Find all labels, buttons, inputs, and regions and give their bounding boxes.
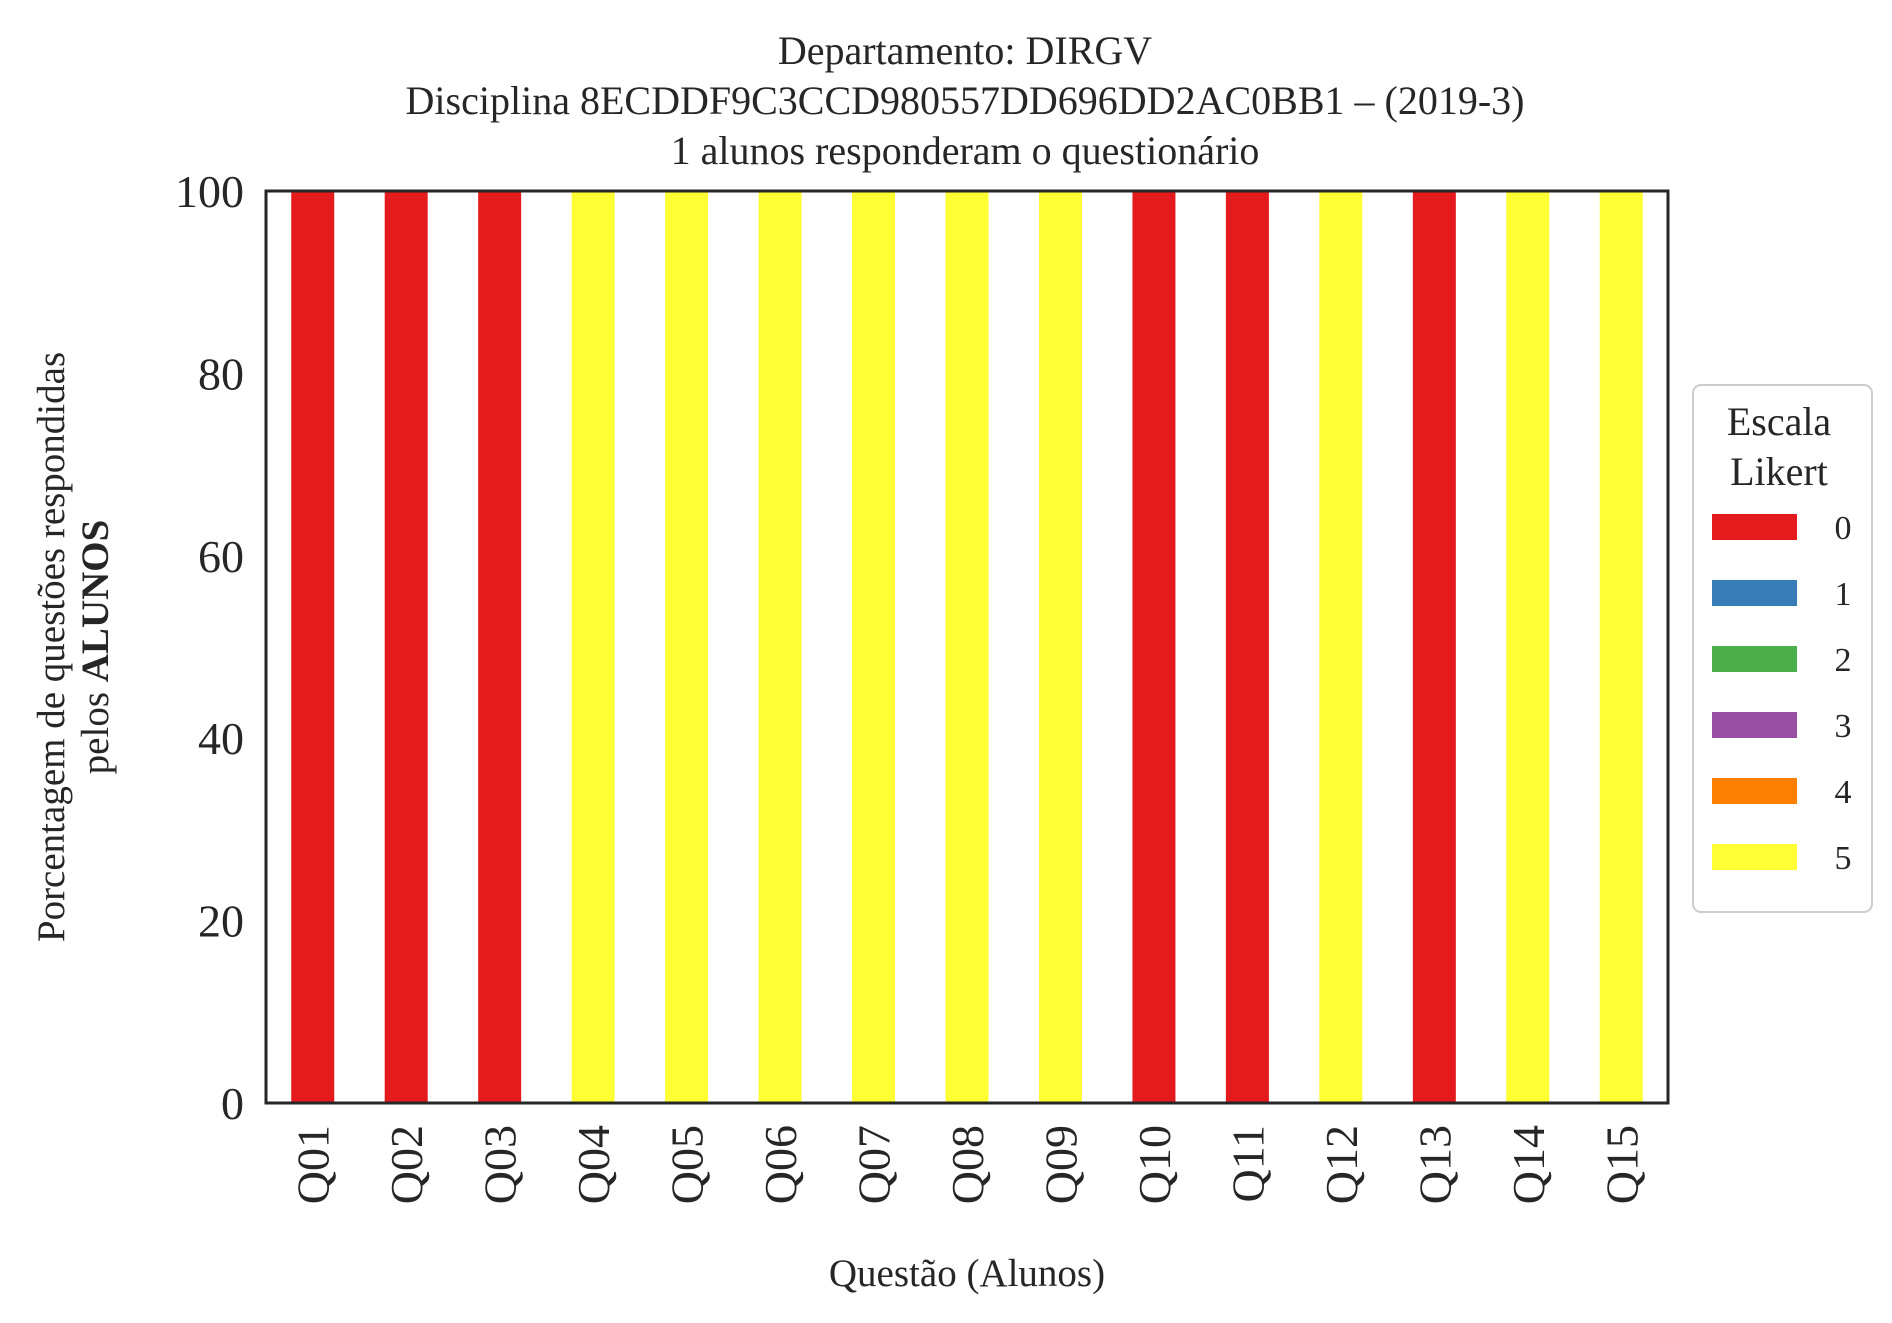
x-tick-label: Q09 <box>1035 1125 1086 1204</box>
x-tick-label: Q05 <box>662 1125 713 1204</box>
bar-q06-scale-5 <box>758 191 802 1103</box>
y-tick-label: 60 <box>198 531 244 582</box>
legend-label-4: 4 <box>1835 774 1852 811</box>
legend-swatch-1 <box>1712 580 1797 606</box>
x-axis-ticks: Q01 Q02 Q03 Q04 Q05 Q06 Q07 Q08 Q09 Q10 Q11 Q12 Q13 Q… <box>288 1125 1648 1204</box>
y-axis-label-bold: ALUNOS <box>74 520 117 683</box>
chart-title-line-3: 1 alunos responderam o questionário <box>671 128 1260 173</box>
legend-swatch-0 <box>1712 514 1797 540</box>
y-axis-label-line-2: pelos ALUNOS <box>74 520 117 775</box>
x-tick-label: Q01 <box>288 1125 339 1204</box>
x-tick-label: Q02 <box>381 1125 432 1204</box>
bar-q11-scale-0 <box>1225 191 1269 1103</box>
chart-title: Departamento: DIRGV Disciplina 8ECDDF9C3… <box>406 28 1525 173</box>
legend-label-2: 2 <box>1835 642 1852 679</box>
bar-q15-scale-5 <box>1599 191 1643 1103</box>
legend-item-2: 2 <box>1712 642 1852 679</box>
legend-title-line-1: Escala <box>1727 399 1832 444</box>
bar-q05-scale-5 <box>665 191 709 1103</box>
x-tick-label: Q10 <box>1129 1125 1180 1204</box>
chart-title-line-1: Departamento: DIRGV <box>778 28 1152 73</box>
x-axis-label: Questão (Alunos) <box>829 1252 1105 1295</box>
legend-swatch-3 <box>1712 712 1797 738</box>
x-tick-label: Q12 <box>1316 1125 1367 1204</box>
legend-item-0: 0 <box>1712 510 1852 547</box>
bar-q08-scale-5 <box>945 191 989 1103</box>
bar-q07-scale-5 <box>852 191 896 1103</box>
legend-items: 0 1 2 3 4 5 <box>1712 510 1852 877</box>
bar-q12-scale-5 <box>1319 191 1363 1103</box>
legend: Escala Likert 0 1 2 3 4 5 <box>1692 384 1873 913</box>
x-tick-label: Q04 <box>568 1125 619 1204</box>
legend-swatch-4 <box>1712 778 1797 804</box>
bar-q14-scale-5 <box>1506 191 1550 1103</box>
y-axis-label-prefix: pelos <box>74 682 117 774</box>
y-tick-label: 80 <box>198 348 244 399</box>
legend-item-5: 5 <box>1712 840 1852 877</box>
y-axis-label-line-1: Porcentagem de questões respondidas <box>30 352 73 942</box>
x-tick-label: Q08 <box>942 1125 993 1204</box>
bar-q02-scale-0 <box>384 191 428 1103</box>
legend-item-3: 3 <box>1712 708 1852 745</box>
bar-q03-scale-0 <box>478 191 522 1103</box>
legend-label-3: 3 <box>1835 708 1852 745</box>
legend-item-4: 4 <box>1712 774 1852 811</box>
chart-title-line-2: Disciplina 8ECDDF9C3CCD980557DD696DD2AC0… <box>406 78 1525 123</box>
legend-item-1: 1 <box>1712 576 1852 613</box>
bar-q10-scale-0 <box>1132 191 1176 1103</box>
legend-swatch-2 <box>1712 646 1797 672</box>
x-tick-label: Q03 <box>475 1125 526 1204</box>
legend-swatch-5 <box>1712 844 1797 870</box>
bar-q04-scale-5 <box>571 191 615 1103</box>
x-tick-label: Q13 <box>1409 1125 1460 1204</box>
bar-q13-scale-0 <box>1412 191 1456 1103</box>
legend-label-5: 5 <box>1835 840 1852 877</box>
y-axis-ticks: 0 20 40 60 80 100 <box>175 166 244 1129</box>
legend-label-1: 1 <box>1835 576 1852 613</box>
y-axis-label: Porcentagem de questões respondidas pelo… <box>30 352 117 942</box>
y-tick-label: 40 <box>198 713 244 764</box>
x-tick-label: Q15 <box>1596 1125 1647 1204</box>
x-tick-label: Q06 <box>755 1125 806 1204</box>
bar-q09-scale-5 <box>1038 191 1082 1103</box>
plot-frame <box>264 189 1670 1105</box>
x-tick-label: Q14 <box>1503 1125 1554 1204</box>
y-tick-label: 20 <box>198 896 244 947</box>
legend-label-0: 0 <box>1835 510 1852 547</box>
y-tick-label: 100 <box>175 166 244 217</box>
x-tick-label: Q11 <box>1222 1125 1273 1203</box>
x-tick-label: Q07 <box>849 1125 900 1204</box>
bars <box>291 191 1643 1103</box>
bar-q01-scale-0 <box>291 191 335 1103</box>
legend-title-line-2: Likert <box>1730 449 1828 494</box>
y-tick-label: 0 <box>221 1078 244 1129</box>
